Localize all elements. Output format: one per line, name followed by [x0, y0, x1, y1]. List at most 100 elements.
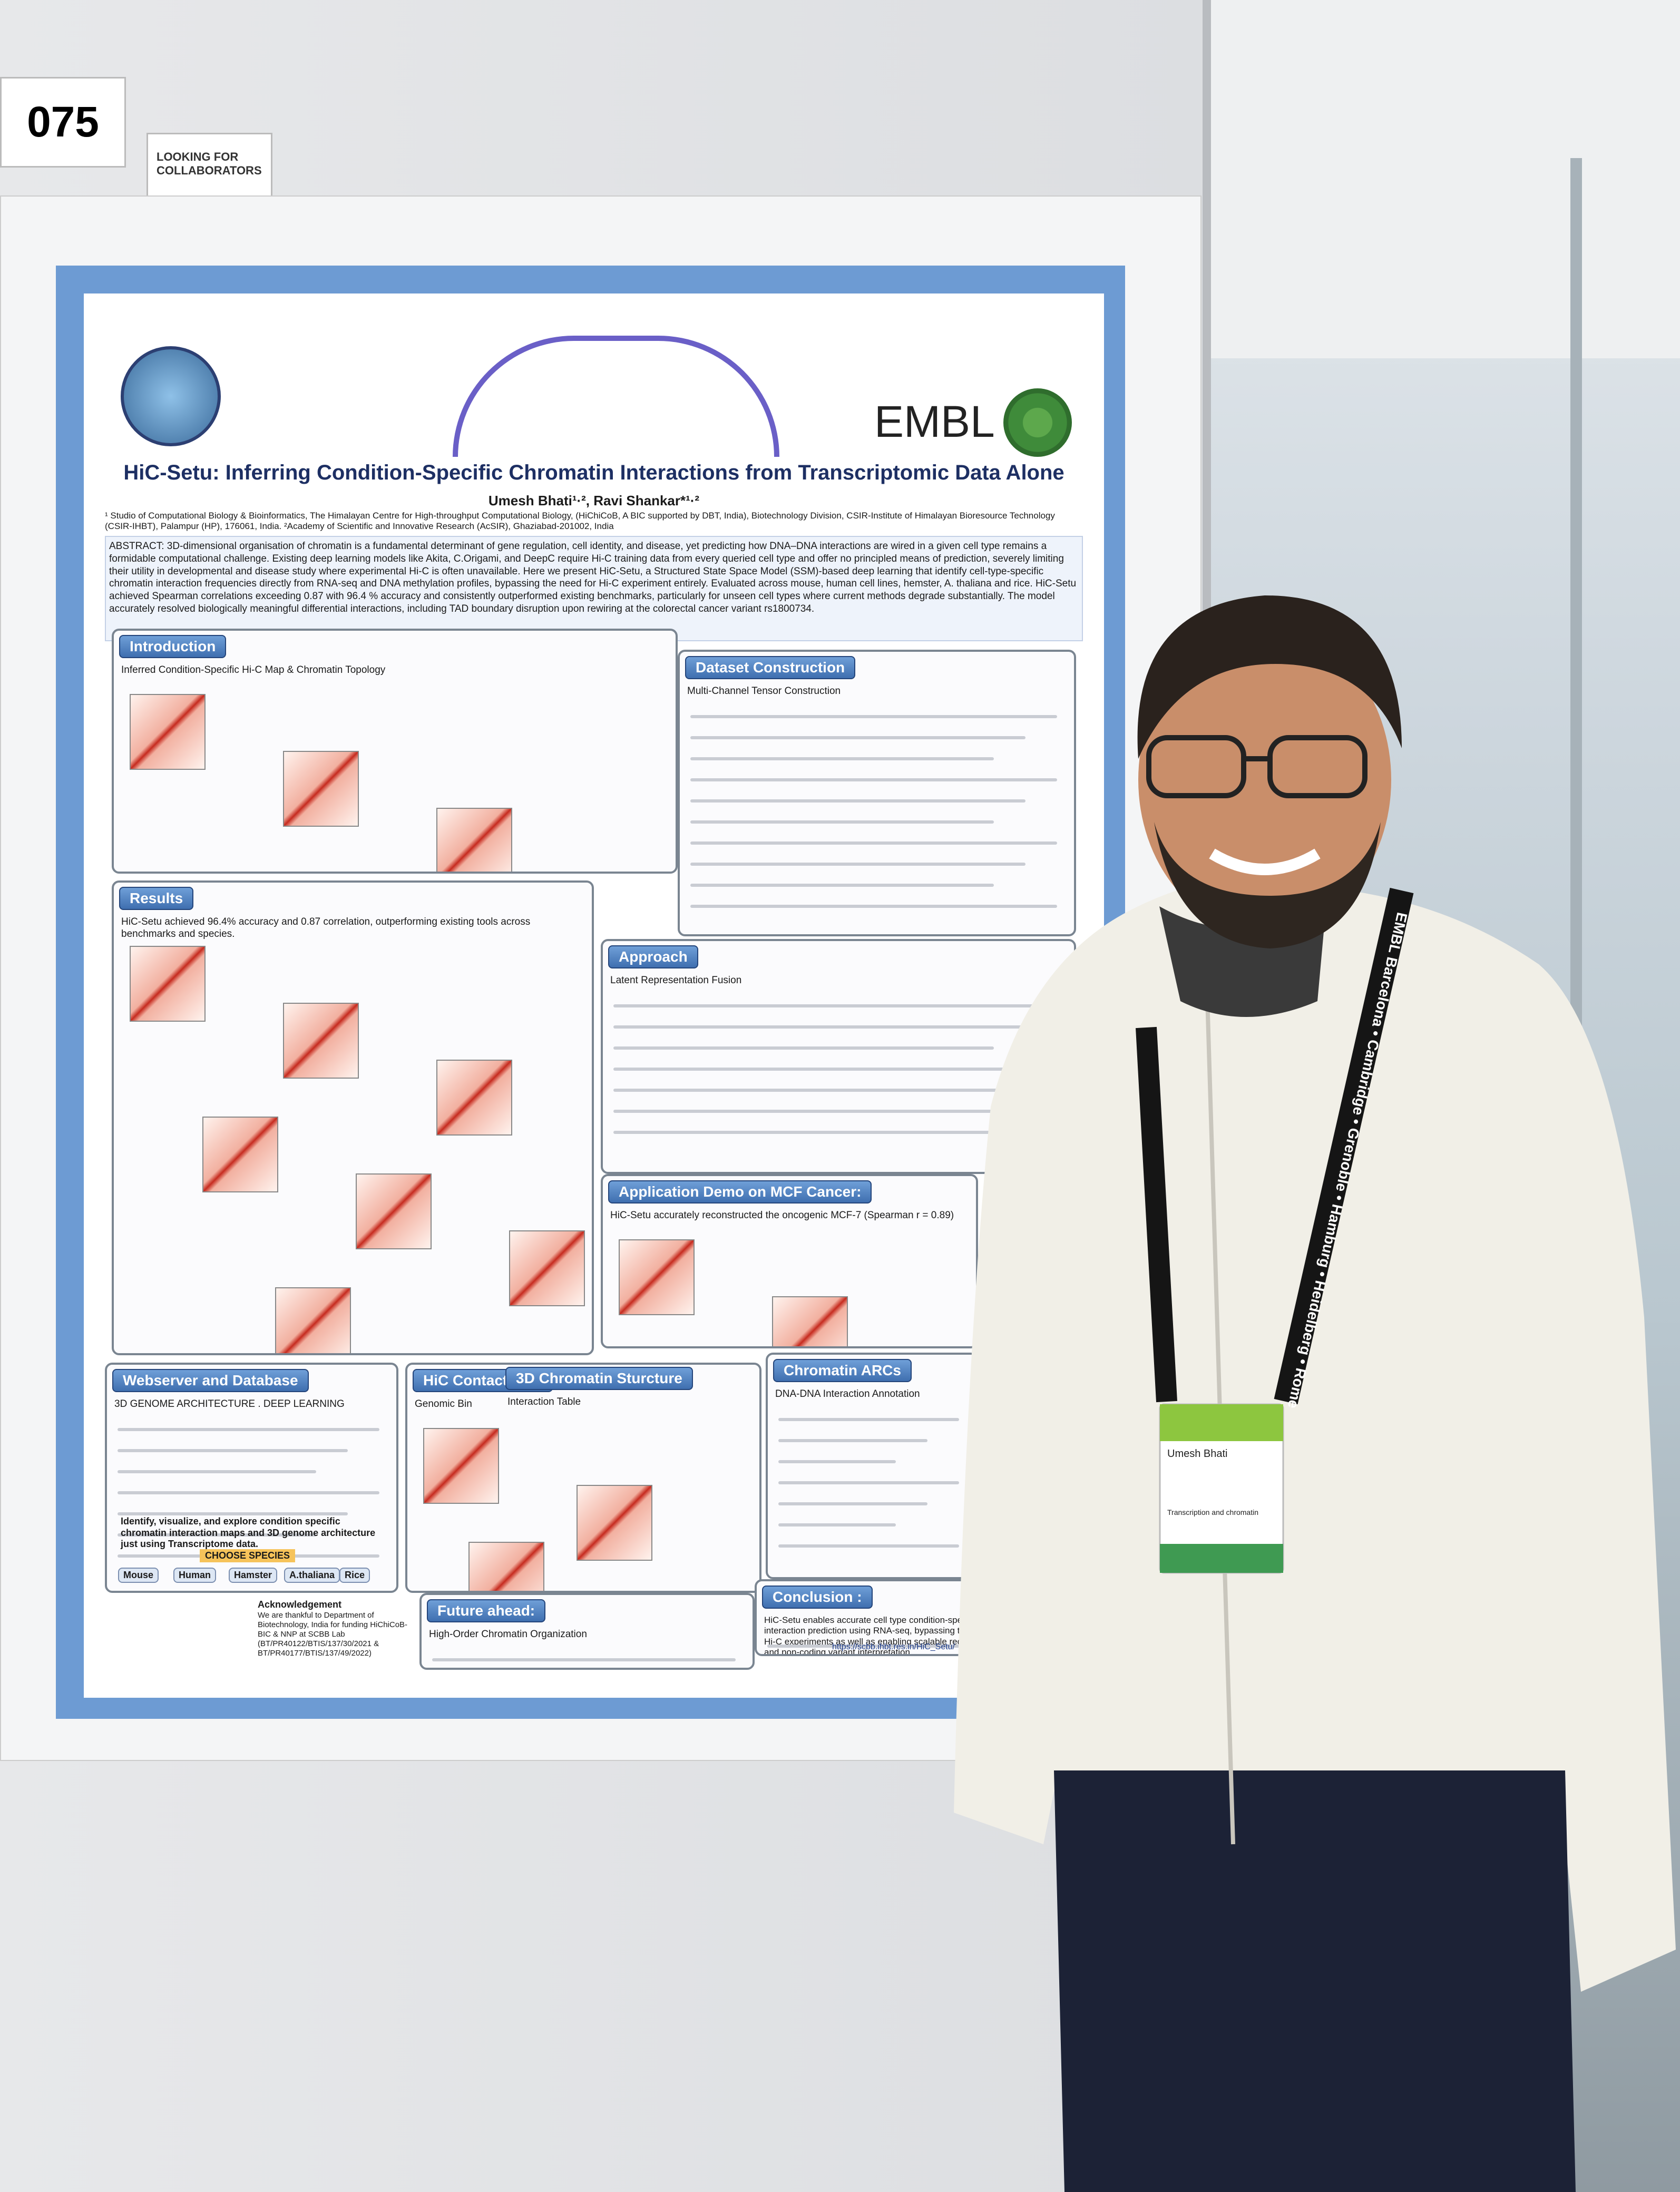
text-line	[778, 1460, 896, 1463]
abstract: ABSTRACT: 3D-dimensional organisation of…	[105, 536, 1083, 641]
poster: EMBL HiC-Setu: Inferring Condition-Speci…	[84, 293, 1104, 1698]
section-heading: Results	[119, 887, 194, 910]
heatmap	[577, 1485, 652, 1561]
embl-logo: EMBL	[874, 397, 995, 446]
text-line	[778, 1481, 959, 1484]
text-line	[690, 841, 1057, 845]
text-line	[118, 1491, 379, 1494]
section-text: DNA-DNA Interaction Annotation	[775, 1388, 920, 1400]
species-heading: CHOOSE SPECIES	[200, 1549, 296, 1562]
heatmap	[509, 1230, 585, 1306]
section-text: 3D GENOME ARCHITECTURE . DEEP LEARNING	[114, 1398, 345, 1410]
affiliations: ¹ Studio of Computational Biology & Bioi…	[105, 511, 1055, 532]
section-heading: Introduction	[119, 635, 227, 658]
section-heading: Application Demo on MCF Cancer:	[608, 1180, 872, 1203]
text-line	[778, 1439, 927, 1442]
text-line	[690, 736, 1025, 739]
section-heading: 3D Chromatin Sturcture	[505, 1367, 693, 1390]
section-panel: Introduction Inferred Condition-Specific …	[112, 629, 678, 874]
section-panel: Dataset Construction Multi-Channel Tensor…	[678, 650, 1076, 936]
section-panel: Webserver and Database 3D GENOME ARCHITEC…	[105, 1363, 398, 1593]
species-button: Hamster	[229, 1568, 278, 1583]
section-panel: Approach Latent Representation Fusion	[601, 939, 1076, 1174]
text-line	[613, 1025, 1025, 1029]
species-button: A.thaliana	[284, 1568, 340, 1583]
species-button: Human	[173, 1568, 217, 1583]
text-line	[690, 820, 994, 824]
section-heading: Approach	[608, 945, 698, 968]
section-heading: Dataset Construction	[685, 656, 856, 679]
text-line	[690, 778, 1057, 781]
section-panel: Application Demo on MCF Cancer: HiC-Setu …	[601, 1174, 978, 1348]
heatmap	[436, 808, 512, 872]
heatmap	[436, 1060, 512, 1136]
text-line	[118, 1512, 348, 1515]
text-line	[767, 1645, 1029, 1648]
text-line	[690, 905, 1057, 908]
heatmap	[772, 1296, 848, 1346]
text-line	[432, 1658, 736, 1661]
acknowledgement-heading: Acknowledgement	[258, 1599, 342, 1610]
webserver-caption: Identify, visualize, and explore conditi…	[121, 1516, 376, 1550]
section-panel: 3D Chromatin Sturcture Interaction Table	[500, 1363, 761, 1593]
heatmap	[275, 1287, 351, 1353]
section-heading: Future ahead:	[427, 1599, 546, 1622]
text-line	[613, 1089, 1025, 1092]
section-heading: Chromatin ARCs	[773, 1359, 912, 1382]
heatmap	[423, 1428, 499, 1504]
text-line	[613, 1046, 994, 1050]
text-line	[118, 1470, 316, 1473]
text-line	[690, 715, 1057, 718]
section-text: HiC-Setu accurately reconstructed the on…	[610, 1210, 954, 1221]
text-line	[778, 1418, 959, 1421]
url: https://scbb.ihbt.res.in/HiC_Setu/	[832, 1642, 955, 1651]
section-panel: Future ahead: High-Order Chromatin Organi…	[419, 1593, 755, 1670]
heatmap	[130, 694, 206, 770]
heatmap	[468, 1542, 544, 1591]
heatmap	[356, 1173, 432, 1249]
ceiling	[1207, 0, 1680, 358]
text-line	[613, 1110, 994, 1113]
text-line	[690, 757, 994, 760]
section-text: Interaction Table	[507, 1396, 581, 1407]
section-heading: Webserver and Database	[112, 1369, 309, 1392]
text-line	[118, 1533, 316, 1537]
text-line	[118, 1428, 379, 1431]
section-text: Latent Representation Fusion	[610, 975, 742, 986]
text-line	[613, 1131, 1057, 1134]
section-text: Multi-Channel Tensor Construction	[687, 686, 841, 697]
acknowledgement: We are thankful to Department of Biotech…	[258, 1611, 408, 1658]
text-line	[690, 884, 994, 887]
wall-edge	[1203, 0, 1211, 2192]
section-heading: Conclusion :	[762, 1586, 873, 1609]
heatmap	[283, 751, 359, 827]
heatmap	[283, 1003, 359, 1079]
section-text: Inferred Condition-Specific Hi-C Map & C…	[121, 664, 386, 676]
text-line	[778, 1523, 896, 1526]
section-text: High-Order Chromatin Organization	[429, 1629, 587, 1640]
window-frame	[1570, 158, 1582, 1844]
heatmap	[130, 946, 206, 1022]
embl-hexagon	[1003, 388, 1072, 457]
text-line	[118, 1449, 348, 1452]
text-line	[613, 1004, 1057, 1007]
text-line	[613, 1068, 1057, 1071]
board-number: 075	[0, 77, 126, 168]
text-line	[778, 1544, 959, 1548]
authors: Umesh Bhati¹·², Ravi Shankar*¹·²	[488, 493, 700, 508]
heatmap	[619, 1239, 695, 1315]
section-text: Genomic Bin	[415, 1398, 472, 1410]
section-text: HiC-Setu achieved 96.4% accuracy and 0.8…	[121, 916, 531, 940]
species-button: Mouse	[118, 1568, 159, 1583]
institute-logo	[121, 346, 221, 446]
bridge-artwork	[453, 336, 779, 457]
heatmap	[202, 1117, 278, 1192]
section-panel: Results HiC-Setu achieved 96.4% accuracy …	[112, 880, 594, 1355]
text-line	[778, 1502, 927, 1505]
text-line	[690, 799, 1025, 803]
text-line	[690, 863, 1025, 866]
poster-title: HiC-Setu: Inferring Condition-Specific C…	[123, 461, 1064, 484]
species-button: Rice	[339, 1568, 370, 1583]
section-panel: Chromatin ARCs DNA-DNA Interaction Annota…	[766, 1353, 978, 1579]
